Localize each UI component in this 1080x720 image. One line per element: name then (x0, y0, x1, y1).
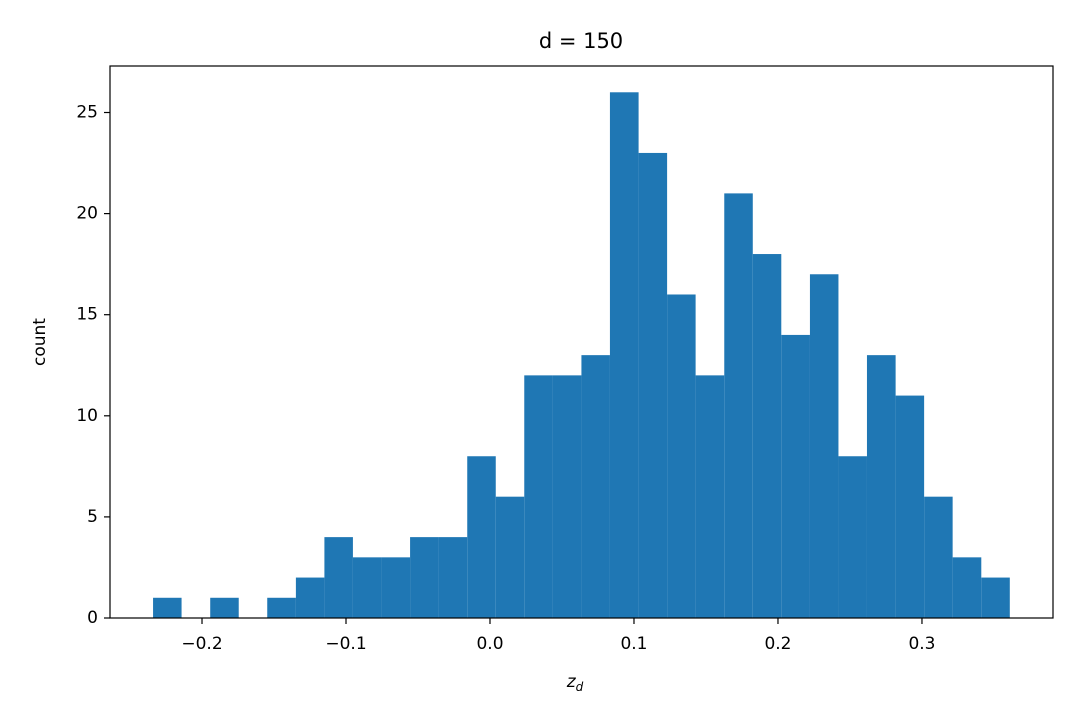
x-axis-label-subscript: d (576, 680, 584, 694)
y-tick-label: 10 (76, 406, 98, 426)
bar (838, 456, 867, 618)
bar (324, 537, 353, 618)
y-tick-label: 5 (87, 507, 98, 527)
bar (609, 92, 639, 619)
axes-frame (109, 65, 1054, 619)
x-tick-label: −0.1 (325, 634, 366, 654)
bar (866, 355, 896, 618)
y-tick-label: 15 (76, 305, 98, 325)
bar (352, 557, 382, 618)
bar (267, 597, 296, 618)
bar (781, 334, 810, 618)
bar (552, 375, 582, 618)
x-tick-label: −0.2 (181, 634, 222, 654)
bar (667, 294, 696, 618)
bar (581, 355, 610, 618)
bar (381, 557, 411, 618)
y-axis-label: count (30, 318, 50, 366)
bar (153, 597, 182, 618)
bar (638, 152, 668, 618)
bar (695, 375, 725, 618)
y-tick-label: 0 (87, 608, 98, 628)
x-tick-label: 0.3 (908, 634, 935, 654)
bar (210, 597, 239, 618)
x-axis-label: zd (566, 672, 584, 694)
bar (524, 375, 553, 618)
bar (410, 537, 439, 618)
bar (495, 496, 525, 618)
bar (724, 193, 753, 618)
x-tick-label: 0.0 (476, 634, 503, 654)
bar (895, 395, 925, 618)
bar (924, 496, 953, 618)
x-axis-label-base: z (566, 672, 577, 692)
y-tick-label: 25 (76, 103, 98, 123)
bar (467, 456, 496, 618)
chart-title: d = 150 (539, 29, 623, 53)
bar (809, 274, 839, 618)
y-tick-label: 20 (76, 204, 98, 224)
x-tick-label: 0.2 (764, 634, 791, 654)
bar (438, 537, 468, 618)
bar (295, 577, 325, 618)
bar (981, 577, 1010, 618)
bar (952, 557, 982, 618)
bar (752, 254, 782, 619)
x-tick-label: 0.1 (620, 634, 647, 654)
